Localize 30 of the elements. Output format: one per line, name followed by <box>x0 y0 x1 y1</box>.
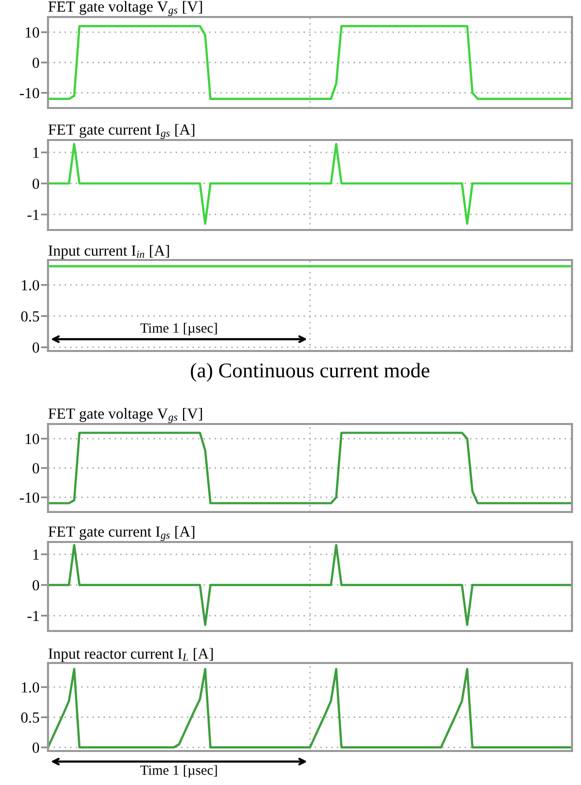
y-tick-label: 0 <box>32 463 40 474</box>
y-tick-label: 1 <box>33 549 39 560</box>
line-series <box>48 432 572 504</box>
chart-title: Input current I$_{in}$ [A] <box>48 245 169 259</box>
y-tick-label: -1 <box>28 610 39 621</box>
annotation: Time 1 [µsec] <box>140 322 217 336</box>
line-series <box>48 24 572 100</box>
y-tick-label: 0 <box>32 178 40 189</box>
y-tick-label: 0 <box>32 580 40 590</box>
text: Time 1 [µsec] <box>140 765 217 778</box>
y-tick-label: -1 <box>28 210 39 220</box>
y-tick-label: 1.0 <box>22 280 40 290</box>
y-tick-label: 0.5 <box>21 712 40 723</box>
chart-title: FET gate current I$_{gs}$ [A] <box>48 526 194 541</box>
y-tick-label: -10 <box>20 492 40 503</box>
y-tick-label: 10 <box>26 434 40 444</box>
y-tick-label: -10 <box>20 88 40 98</box>
line-series <box>48 668 572 748</box>
y-tick-label: 1.0 <box>22 682 40 693</box>
y-tick-label: 0 <box>32 342 40 353</box>
chart-title: FET gate voltage V$_{gs}$ [V] <box>48 0 202 16</box>
chart-title: FET gate voltage V$_{gs}$ [V] <box>48 408 202 423</box>
chart-title: Input reactor current I$_{L}$ [A] <box>48 648 213 662</box>
y-tick-label: 0 <box>32 58 40 68</box>
y-tick-label: 0.5 <box>21 311 40 322</box>
y-tick-label: 1 <box>33 148 39 158</box>
y-tick-label: 0 <box>32 742 40 753</box>
chart-title: FET gate current I$_{gs}$ [A] <box>48 124 194 139</box>
text: (a) Continuous current mode <box>190 362 430 382</box>
y-tick-label: 10 <box>26 27 40 38</box>
